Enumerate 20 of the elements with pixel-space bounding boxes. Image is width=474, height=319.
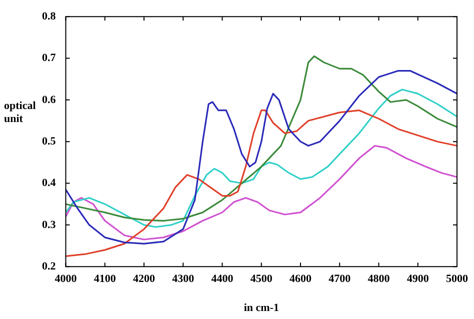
y-tick-label: 0.3	[42, 218, 56, 231]
x-tick-label: 4200	[133, 273, 156, 286]
y-tick-label: 0.2	[42, 260, 56, 272]
y-tick-label: 0.6	[42, 94, 56, 106]
y-tick-label: 0.8	[42, 10, 56, 22]
x-tick-label: 4000	[54, 273, 78, 286]
y-tick-label: 0.5	[42, 135, 56, 148]
x-axis-title: in cm-1	[244, 302, 279, 314]
y-tick-label: 0.7	[42, 52, 56, 64]
x-tick-label: 4600	[290, 273, 312, 286]
x-tick-label: 4100	[94, 273, 116, 286]
x-tick-label: 4700	[328, 273, 352, 286]
x-tick-label: 4400	[211, 273, 234, 286]
y-tick-label: 0.4	[42, 177, 56, 190]
x-tick-label: 4900	[406, 273, 430, 286]
x-tick-label: 5000	[446, 273, 468, 286]
x-tick-label: 4300	[172, 273, 195, 286]
x-tick-label: 4500	[250, 273, 273, 286]
y-axis-title: optical unit	[4, 100, 36, 125]
x-tick-label: 4800	[368, 273, 390, 286]
